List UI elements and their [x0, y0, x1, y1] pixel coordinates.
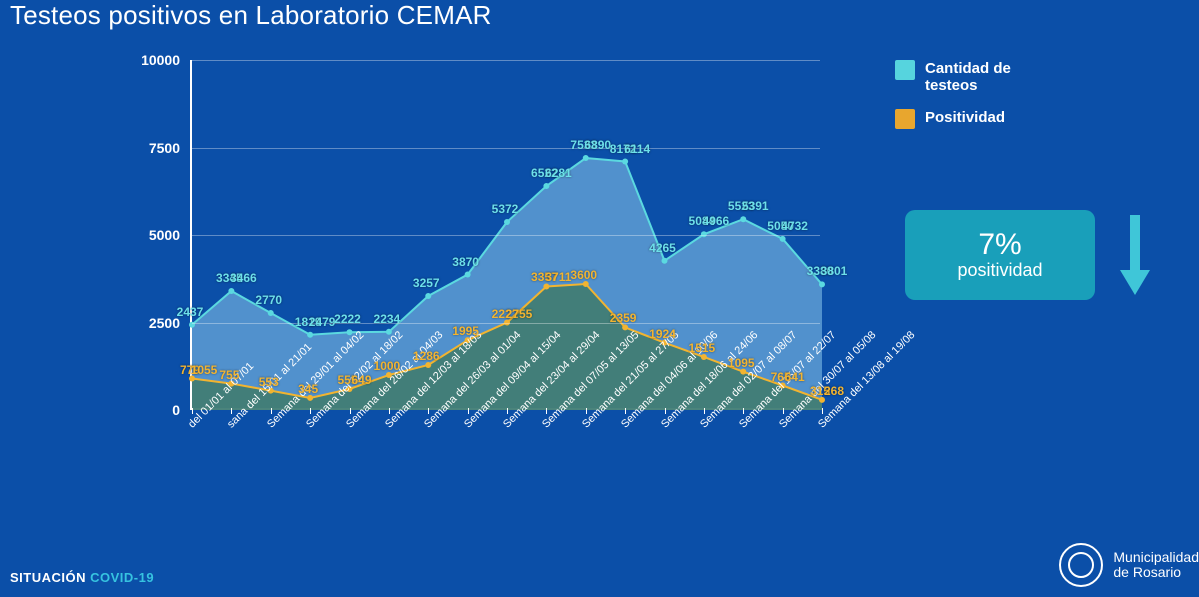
data-point — [583, 155, 589, 161]
data-point — [268, 310, 274, 316]
x-tick — [350, 408, 351, 414]
data-point — [780, 236, 786, 242]
testeos-value-label: 2437 — [177, 305, 204, 319]
x-tick — [389, 408, 390, 414]
positividad-value-label: 1924 — [649, 327, 676, 341]
testeos-value-label: 4265 — [649, 241, 676, 255]
y-tick-label: 5000 — [120, 227, 180, 243]
legend-item-testeos: Cantidad de testeos — [895, 60, 1065, 95]
positividad-value-label: 1995 — [452, 324, 479, 338]
positividad-value-label: 3600 — [570, 268, 597, 282]
footer-municipality: Municipalidad de Rosario — [1059, 543, 1199, 587]
x-tick — [192, 408, 193, 414]
gridline — [192, 148, 820, 149]
gridline — [192, 60, 820, 61]
footer-text-b: COVID-19 — [90, 570, 154, 585]
y-tick-label: 0 — [120, 402, 180, 418]
positividad-value-label: 1515 — [689, 341, 716, 355]
testeos-value-label: 2770 — [255, 293, 282, 307]
positividad-value-label: 1286 — [413, 349, 440, 363]
testeos-value-label: 2479 — [309, 315, 336, 329]
data-point — [307, 332, 313, 338]
data-point — [543, 183, 549, 189]
legend-swatch — [895, 109, 915, 129]
data-point — [622, 159, 628, 165]
testeos-value-label: 6890 — [584, 138, 611, 152]
testeos-value-label: 2234 — [374, 312, 401, 326]
data-point — [819, 281, 825, 287]
positividad-value-label: 1000 — [374, 359, 401, 373]
testeos-value-label: 4732 — [781, 219, 808, 233]
positividad-value-label: 2755 — [506, 307, 533, 321]
footer-text-a: SITUACIÓN — [10, 570, 90, 585]
positividad-value-label: 641 — [785, 370, 805, 384]
testeos-value-label: 3257 — [413, 276, 440, 290]
legend-label: Cantidad de testeos — [925, 60, 1065, 95]
rosario-logo-icon — [1059, 543, 1103, 587]
testeos-value-label: 6114 — [624, 142, 650, 156]
stat-label: positividad — [957, 260, 1042, 281]
gridline — [192, 323, 820, 324]
footer-situation-label: SITUACIÓN COVID-19 — [10, 570, 154, 585]
testeos-value-label: 3801 — [821, 264, 848, 278]
footer-line-2: de Rosario — [1113, 565, 1199, 580]
positividad-value-label: 345 — [298, 382, 318, 396]
y-tick-label: 2500 — [120, 315, 180, 331]
positividad-value-label: 3711 — [545, 270, 571, 284]
positividad-value-label: 1055 — [191, 363, 218, 377]
testeos-value-label: 4966 — [703, 214, 730, 228]
testeos-value-label: 2222 — [334, 312, 361, 326]
chart-container: 025005000750010000del 01/01 al 07/01sana… — [130, 50, 830, 520]
down-arrow-icon — [1120, 215, 1150, 295]
legend-swatch — [895, 60, 915, 80]
data-point — [662, 258, 668, 264]
positividad-value-label: 1095 — [728, 356, 755, 370]
data-point — [740, 216, 746, 222]
testeos-value-label: 3466 — [230, 271, 257, 285]
gridline — [192, 235, 820, 236]
positividad-value-label: 755 — [219, 368, 239, 382]
x-tick — [468, 408, 469, 414]
x-tick — [822, 408, 823, 414]
x-tick — [665, 408, 666, 414]
positividad-value-label: 2359 — [610, 311, 637, 325]
positividad-value-label: 553 — [259, 375, 279, 389]
data-point — [228, 288, 234, 294]
data-point — [504, 219, 510, 225]
footer-line-1: Municipalidad — [1113, 550, 1199, 565]
testeos-value-label: 3870 — [452, 255, 479, 269]
positividad-value-label: 268 — [824, 384, 844, 398]
testeos-value-label: 6281 — [545, 166, 572, 180]
testeos-value-label: 5391 — [742, 199, 769, 213]
y-tick-label: 10000 — [120, 52, 180, 68]
x-tick — [586, 408, 587, 414]
data-point — [425, 293, 431, 299]
x-tick — [704, 408, 705, 414]
footer-municipality-text: Municipalidad de Rosario — [1113, 550, 1199, 581]
legend-label: Positividad — [925, 109, 1005, 126]
legend: Cantidad de testeos Positividad — [895, 60, 1065, 143]
x-tick — [783, 408, 784, 414]
positividad-value-label: 649 — [351, 373, 371, 387]
stat-value: 7% — [978, 230, 1021, 260]
data-point — [465, 272, 471, 278]
y-tick-label: 7500 — [120, 140, 180, 156]
positividad-stat-box: 7% positividad — [905, 210, 1095, 300]
x-tick — [507, 408, 508, 414]
page-title: Testeos positivos en Laboratorio CEMAR — [10, 0, 492, 31]
testeos-value-label: 5372 — [492, 202, 519, 216]
x-tick — [271, 408, 272, 414]
legend-item-positividad: Positividad — [895, 109, 1065, 129]
